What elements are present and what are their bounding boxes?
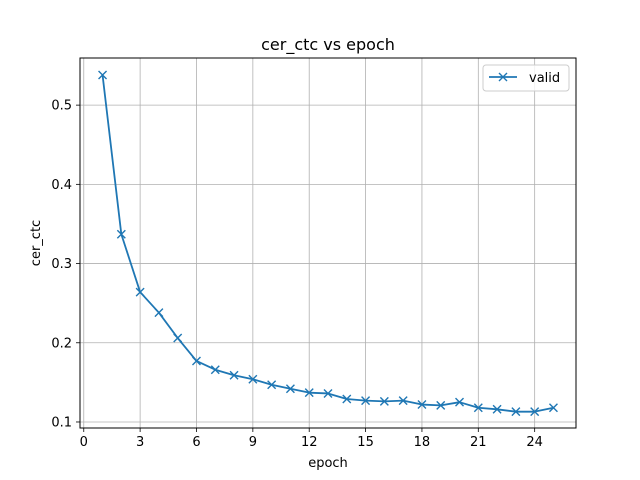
- data-point: [248, 374, 258, 384]
- data-point: [361, 396, 371, 406]
- y-tick-label: 0.4: [51, 178, 72, 193]
- x-tick-label: 6: [192, 435, 200, 450]
- data-point: [173, 333, 183, 343]
- series-layer: [98, 70, 558, 417]
- data-point: [304, 388, 314, 398]
- data-point: [436, 400, 446, 410]
- data-point: [323, 388, 333, 398]
- x-tick-label: 18: [414, 435, 431, 450]
- data-point: [135, 287, 145, 297]
- y-tick-label: 0.2: [51, 336, 72, 351]
- data-point: [398, 396, 408, 406]
- data-point: [511, 407, 521, 417]
- x-axis-label: epoch: [308, 456, 348, 471]
- grid-lines: [80, 58, 576, 428]
- legend-label-valid: valid: [529, 71, 560, 86]
- x-tick-label: 3: [136, 435, 144, 450]
- data-point: [530, 407, 540, 417]
- plot-area: [79, 57, 577, 429]
- x-tick-label: 15: [357, 435, 374, 450]
- data-point: [98, 70, 108, 80]
- legend-x-marker-icon: [498, 72, 508, 82]
- data-point: [154, 308, 164, 318]
- data-point: [455, 397, 465, 407]
- legend: valid: [482, 64, 570, 92]
- x-tick-label: 24: [526, 435, 543, 450]
- chart-title: cer_ctc vs epoch: [261, 35, 395, 55]
- data-point: [116, 229, 126, 239]
- data-point: [267, 380, 277, 390]
- data-point: [342, 394, 352, 404]
- data-point: [473, 403, 483, 413]
- data-point: [548, 403, 558, 413]
- y-tick-label: 0.5: [51, 99, 72, 114]
- y-tick-label: 0.3: [51, 257, 72, 272]
- x-tick-label: 0: [80, 435, 88, 450]
- axis-ticks: 0 3 6 9 12 15 18 21 24 0.1 0.2 0.3 0.4 0.5: [51, 99, 543, 450]
- data-point: [191, 356, 201, 366]
- data-point: [379, 396, 389, 406]
- data-point: [229, 370, 239, 380]
- x-tick-label: 21: [470, 435, 487, 450]
- data-point: [210, 365, 220, 375]
- y-axis-label: cer_ctc: [29, 220, 44, 266]
- data-point: [417, 400, 427, 410]
- data-point: [492, 404, 502, 414]
- legend-box: [482, 64, 570, 92]
- x-tick-label: 9: [249, 435, 257, 450]
- x-tick-label: 12: [301, 435, 318, 450]
- data-point: [285, 384, 295, 394]
- y-tick-label: 0.1: [51, 415, 72, 430]
